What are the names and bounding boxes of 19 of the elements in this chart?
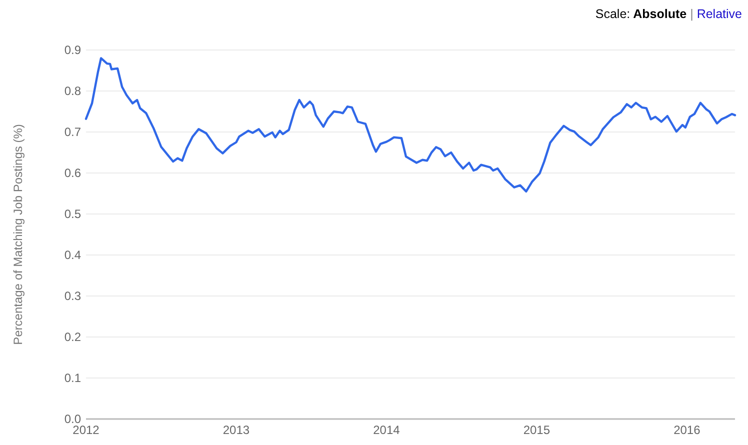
x-tick-label: 2016 (674, 423, 701, 437)
text: Relative (693, 7, 742, 21)
y-tick-label: 0.4 (64, 248, 82, 262)
y-tick-label: 0.2 (64, 330, 82, 344)
y-tick-label: 0.5 (64, 207, 82, 222)
text: | (686, 7, 694, 21)
y-tick-label: 0.6 (64, 166, 82, 180)
x-tick-label: 2013 (222, 423, 250, 437)
y-tick-label: 0.1 (64, 371, 82, 386)
y-tick-label: 0.3 (64, 289, 82, 304)
y-tick-label: 0.7 (64, 125, 82, 140)
y-axis-title: Percentage of Matching Job Postings (%) (11, 124, 25, 345)
x-tick-label: 2015 (523, 423, 550, 437)
text: Absolute (630, 7, 687, 21)
y-tick-label: 0.9 (64, 43, 82, 58)
line-series (84, 57, 736, 193)
text: Scale: (595, 7, 630, 21)
y-tick-label: 0.8 (64, 84, 82, 98)
x-tick-label: 2014 (373, 423, 400, 437)
